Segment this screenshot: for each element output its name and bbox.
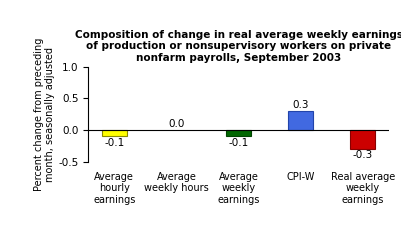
Title: Composition of change in real average weekly earnings
of production or nonsuperv: Composition of change in real average we… [75,30,401,63]
Text: -0.1: -0.1 [104,138,124,148]
Y-axis label: Percent change from preceding
month, seasonally adjusted: Percent change from preceding month, sea… [34,38,55,191]
Text: -0.1: -0.1 [229,138,249,148]
Bar [288,111,313,130]
Bar [102,130,127,136]
Text: 0.3: 0.3 [292,100,309,110]
Text: -0.3: -0.3 [353,150,373,160]
Bar [226,130,251,136]
Bar [350,130,375,149]
Text: 0.0: 0.0 [168,119,184,129]
